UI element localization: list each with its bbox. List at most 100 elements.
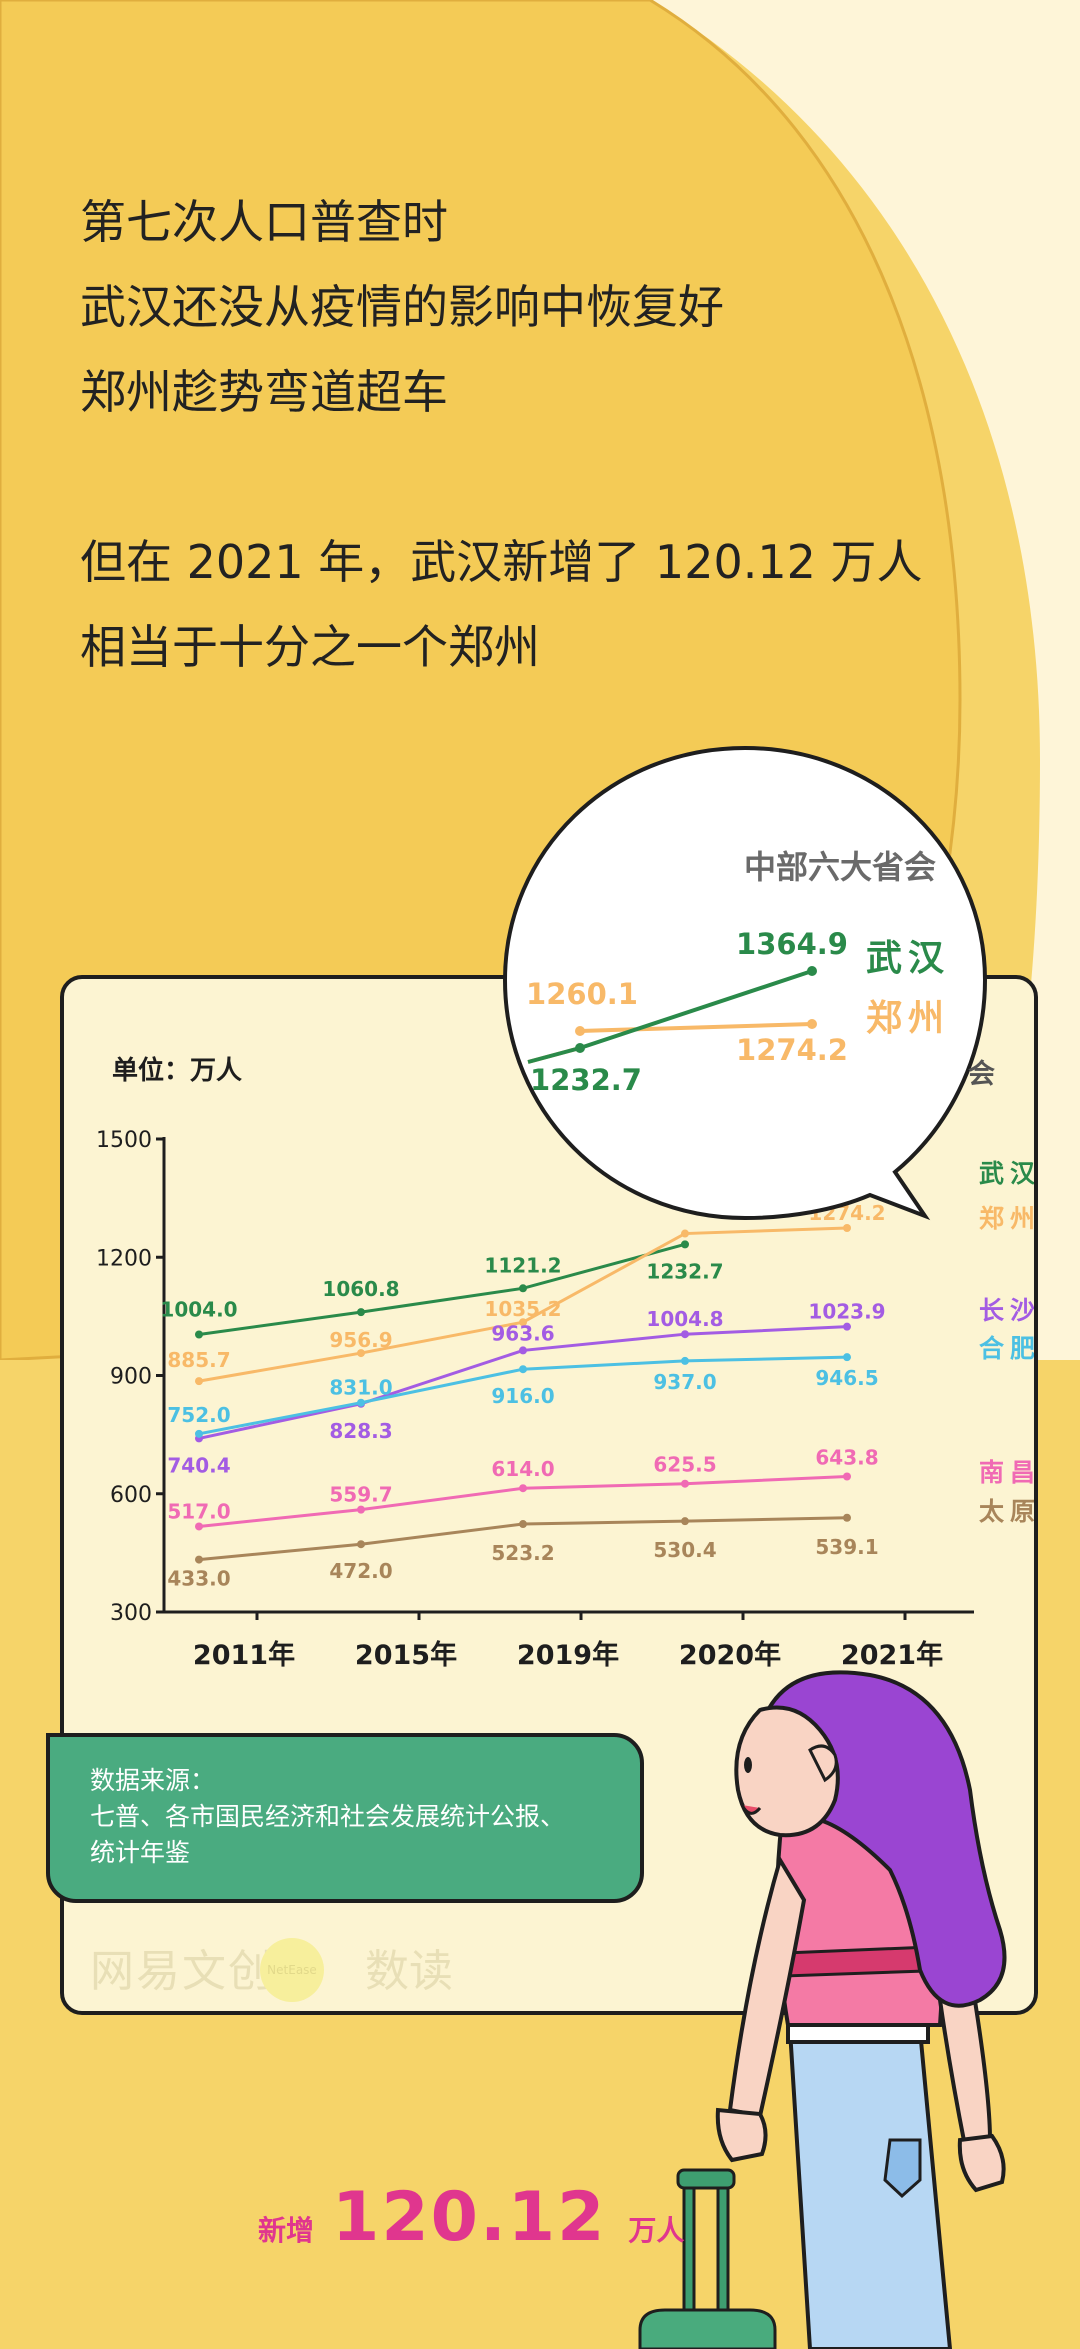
data-point [843, 1513, 851, 1522]
data-label: 1121.2 [484, 1253, 561, 1277]
intro-line-2: 武汉还没从疫情的影响中恢复好 [80, 280, 724, 334]
zoom-wuhan-point-2021 [807, 966, 817, 976]
data-point [195, 1429, 203, 1438]
zoom-title: 中部六大省会 [744, 848, 936, 886]
zoom-wuhan-point-2020 [575, 1043, 585, 1053]
zoom-wuhan-2021-label: 1364.9 [736, 927, 848, 961]
watermark-shudu: 数读 [365, 1946, 453, 1997]
data-point [519, 1484, 527, 1493]
y-tick-label: 1500 [96, 1128, 152, 1153]
girl-with-suitcase-illustration [638, 1670, 1007, 2349]
data-point [843, 1472, 851, 1481]
data-label: 643.8 [815, 1445, 878, 1469]
card-title-fragment: 会 [968, 1059, 995, 1090]
data-label: 523.2 [491, 1541, 554, 1565]
intro-line-5: 相当于十分之一个郑州 [80, 620, 540, 674]
zoom-wuhan-2020-label: 1232.7 [530, 1063, 642, 1097]
legend-5: 太原 [979, 1497, 1034, 1526]
data-label: 625.5 [653, 1453, 716, 1477]
data-point [195, 1522, 203, 1531]
data-label: 559.7 [329, 1483, 392, 1507]
data-point [195, 1330, 203, 1339]
zoom-zhengzhou-2021-label: 1274.2 [736, 1033, 848, 1067]
data-point [681, 1356, 689, 1365]
data-point [357, 1505, 365, 1514]
data-point [519, 1346, 527, 1355]
data-point [357, 1398, 365, 1407]
x-tick-label: 2011年 [193, 1639, 295, 1671]
data-label: 433.0 [167, 1567, 230, 1591]
zoom-bubble: 中部六大省会 1260.1 1274.2 1232.7 1364.9 武汉 郑州 [502, 745, 988, 1221]
zoom-zhengzhou-2020-label: 1260.1 [526, 977, 638, 1011]
data-label: 740.4 [167, 1453, 230, 1477]
intro-text: 第七次人口普查时 武汉还没从疫情的影响中恢复好 郑州趁势弯道超车 但在 2021… [80, 180, 1040, 690]
data-label: 831.0 [329, 1376, 392, 1400]
zoom-zhengzhou-point-2021 [807, 1019, 817, 1029]
data-label: 1035.2 [484, 1297, 561, 1321]
series-line-0 [198, 1242, 686, 1336]
legend-2: 长沙 [979, 1296, 1034, 1325]
intro-line-4: 但在 2021 年，武汉新增了 120.12 万人 [80, 535, 923, 589]
data-label: 517.0 [167, 1499, 230, 1523]
data-point [519, 1520, 527, 1529]
legend-1: 郑州 [979, 1204, 1034, 1233]
data-label: 1004.8 [646, 1307, 723, 1331]
data-label: 472.0 [329, 1559, 392, 1583]
y-tick-label: 300 [110, 1601, 152, 1626]
x-tick-label: 2021年 [841, 1639, 943, 1671]
data-point [843, 1322, 851, 1331]
data-label: 1023.9 [808, 1300, 885, 1324]
footer-unit: 万人 [628, 2214, 685, 2247]
data-label: 946.5 [815, 1366, 878, 1390]
legend-3: 合肥 [979, 1334, 1034, 1363]
data-point [195, 1555, 203, 1564]
legend-0: 武汉 [979, 1159, 1034, 1188]
data-label: 937.0 [653, 1370, 716, 1394]
data-label: 885.7 [167, 1348, 230, 1372]
data-label: 963.6 [491, 1321, 554, 1345]
data-point [843, 1353, 851, 1362]
footer-prefix: 新增 [258, 2214, 315, 2247]
data-point [681, 1479, 689, 1488]
footer-highlight: 新增 120.12 万人 [258, 2178, 684, 2258]
zoom-zhengzhou-point-2020 [575, 1026, 585, 1036]
data-point [681, 1240, 689, 1249]
x-tick-label: 2019年 [517, 1639, 619, 1671]
data-label: 1232.7 [646, 1259, 723, 1283]
zoom-zhengzhou-name: 郑州 [866, 998, 950, 1039]
data-point [681, 1330, 689, 1339]
data-label: 539.1 [815, 1535, 878, 1559]
data-point [681, 1229, 689, 1238]
data-label: 752.0 [167, 1403, 230, 1427]
footer-number: 120.12 [332, 2178, 607, 2257]
data-label: 530.4 [653, 1538, 716, 1562]
source-heading: 数据来源： [90, 1766, 216, 1795]
data-point [843, 1224, 851, 1233]
intro-line-1: 第七次人口普查时 [80, 195, 448, 249]
zoom-zhengzhou-line-b [579, 1022, 813, 1033]
data-label: 916.0 [491, 1384, 554, 1408]
unit-label: 单位：万人 [112, 1055, 242, 1086]
data-point [519, 1318, 527, 1327]
data-label: 614.0 [491, 1457, 554, 1481]
data-point [519, 1365, 527, 1374]
zoom-wuhan-name: 武汉 [866, 938, 950, 979]
data-label: 1004.0 [160, 1298, 237, 1322]
intro-line-3: 郑州趁势弯道超车 [80, 365, 448, 419]
data-label: 828.3 [329, 1419, 392, 1443]
data-point [357, 1540, 365, 1549]
data-label: 1060.8 [322, 1277, 399, 1301]
y-tick-label: 1200 [96, 1246, 152, 1271]
x-tick-label: 2015年 [355, 1639, 457, 1671]
zoom-wuhan-line-a [527, 1046, 581, 1064]
data-source-box: 数据来源： 七普、各市国民经济和社会发展统计公报、 统计年鉴 [46, 1733, 644, 1903]
y-tick-label: 900 [110, 1365, 152, 1390]
x-tick-label: 2020年 [679, 1639, 781, 1671]
source-line-1: 七普、各市国民经济和社会发展统计公报、 [90, 1802, 566, 1831]
data-point [357, 1308, 365, 1317]
y-tick-label: 600 [110, 1483, 152, 1508]
data-point [519, 1284, 527, 1293]
legend-4: 南昌 [979, 1458, 1034, 1487]
data-label: 956.9 [329, 1328, 392, 1352]
data-point [681, 1517, 689, 1526]
